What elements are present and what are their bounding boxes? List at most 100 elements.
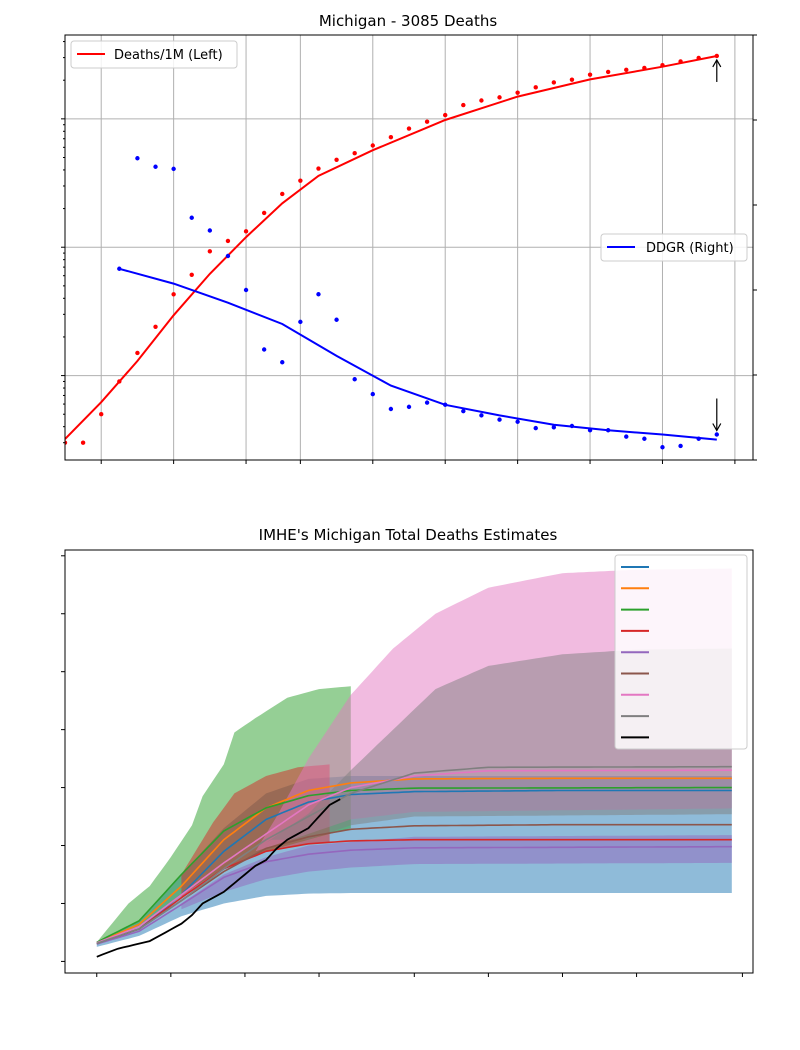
series-line-as-of-04-21	[96, 765, 732, 945]
legend-box	[600, 233, 748, 262]
data-point-deaths	[642, 65, 647, 71]
data-point-deaths	[298, 178, 303, 183]
data-point-deaths	[280, 191, 285, 197]
series-line-as-of-04-16	[96, 769, 732, 944]
data-point-deaths	[678, 59, 683, 64]
data-point-ddgr	[533, 425, 538, 431]
data-point-ddgr	[515, 419, 520, 424]
data-point-deaths	[370, 143, 375, 148]
data-point-deaths	[117, 379, 122, 384]
data-point-deaths	[605, 69, 611, 75]
chart1-legend-ddgr: DDGR (Right)	[600, 233, 748, 262]
data-point-ddgr	[117, 266, 122, 271]
data-point-ddgr	[660, 445, 665, 450]
data-point-ddgr	[406, 404, 412, 410]
data-point-deaths	[207, 249, 213, 254]
data-point-ddgr	[551, 425, 557, 430]
data-point-ddgr	[261, 347, 267, 352]
data-point-ddgr	[714, 432, 719, 437]
data-point-deaths	[261, 210, 267, 216]
data-point-ddgr	[280, 360, 285, 365]
chart1-title: Michigan - 3085 Deaths	[319, 12, 498, 30]
data-point-deaths	[461, 102, 466, 108]
annotation-arrowhead	[712, 58, 722, 68]
data-point-ddgr	[370, 391, 375, 397]
chart2-axes	[61, 555, 743, 977]
data-point-deaths	[99, 412, 104, 417]
data-point-ddgr	[153, 164, 158, 169]
data-point-ddgr	[569, 423, 575, 429]
data-point-ddgr	[207, 228, 213, 233]
data-point-deaths	[660, 62, 665, 68]
data-point-ddgr	[316, 292, 321, 297]
data-point-deaths	[352, 151, 357, 156]
chart1-legend-deaths: Deaths/1M (Left)	[70, 40, 238, 69]
data-point-deaths	[479, 98, 484, 103]
data-point-deaths	[153, 324, 158, 329]
data-point-ddgr	[135, 156, 140, 161]
data-point-ddgr	[497, 417, 502, 422]
chart1-annotations	[712, 58, 722, 432]
data-point-deaths	[243, 229, 249, 234]
annotation-arrowhead	[712, 423, 722, 432]
data-point-ddgr	[587, 428, 593, 433]
data-point-ddgr	[678, 443, 683, 449]
data-point-ddgr	[461, 408, 466, 414]
data-point-ddgr	[352, 377, 357, 382]
data-point-ddgr	[642, 436, 647, 441]
data-point-ddgr	[424, 400, 430, 405]
data-point-deaths	[225, 238, 231, 244]
series-line-as-of-04-09	[96, 845, 732, 945]
data-point-ddgr	[624, 434, 629, 439]
data-point-deaths	[533, 85, 538, 90]
data-point-deaths	[551, 80, 557, 85]
data-point-deaths	[443, 112, 448, 118]
data-point-ddgr	[171, 166, 176, 172]
data-point-deaths	[569, 77, 575, 82]
chart1-axes	[61, 34, 757, 464]
data-point-deaths	[714, 53, 719, 59]
data-point-deaths	[388, 134, 394, 140]
data-point-ddgr	[225, 253, 231, 259]
legend-label-deaths: Deaths/1M (Left)	[114, 48, 223, 63]
series-fit-line-deaths	[65, 55, 717, 440]
chart1-plot-area	[65, 53, 719, 450]
data-point-deaths	[171, 292, 176, 297]
series-line-as-of-04-07	[96, 838, 732, 945]
data-point-deaths	[135, 350, 140, 356]
series-line-as-of-04-05	[96, 786, 732, 944]
data-point-ddgr	[479, 413, 484, 418]
data-point-ddgr	[696, 436, 701, 441]
data-point-ddgr	[605, 428, 611, 433]
data-point-deaths	[587, 72, 593, 77]
data-point-deaths	[334, 157, 339, 162]
series-line-as-of-03-30	[96, 789, 732, 945]
chart2-plot-area	[96, 568, 732, 958]
series-fit-line-ddgr	[119, 267, 717, 441]
legend-box	[614, 554, 748, 750]
series-line-as-of-04-01	[96, 777, 732, 944]
confidence-band-as-of-04-21	[244, 648, 732, 858]
series-line-actual	[96, 798, 341, 958]
data-point-deaths	[624, 67, 629, 73]
data-point-deaths	[515, 90, 520, 95]
data-point-ddgr	[189, 215, 194, 220]
data-point-deaths	[189, 272, 194, 277]
chart2-legend	[614, 554, 748, 750]
series-line-as-of-04-12	[96, 823, 732, 945]
legend-box	[70, 40, 238, 69]
chart2-frame	[64, 549, 754, 974]
data-point-ddgr	[298, 319, 303, 325]
data-point-deaths	[497, 95, 502, 100]
data-point-deaths	[65, 440, 68, 445]
data-point-ddgr	[243, 287, 249, 293]
data-point-deaths	[424, 119, 430, 124]
data-point-ddgr	[388, 406, 394, 412]
chart2-title: IMHE's Michigan Total Deaths Estimates	[259, 526, 558, 544]
data-point-deaths	[406, 126, 412, 131]
data-point-ddgr	[334, 317, 339, 322]
data-point-ddgr	[443, 402, 448, 407]
data-point-deaths	[696, 55, 701, 61]
data-point-deaths	[316, 166, 321, 171]
data-point-deaths	[80, 440, 86, 445]
